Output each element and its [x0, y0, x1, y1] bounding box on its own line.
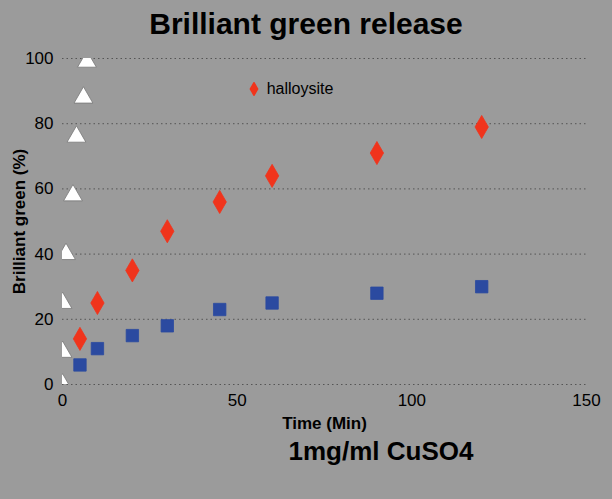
svg-text:100: 100 — [398, 391, 426, 410]
svg-text:Time (Min): Time (Min) — [282, 414, 367, 433]
svg-text:60: 60 — [35, 179, 54, 198]
svg-text:100: 100 — [25, 49, 53, 68]
svg-text:0: 0 — [58, 391, 67, 410]
svg-text:40: 40 — [35, 245, 54, 264]
svg-text:150: 150 — [572, 391, 600, 410]
svg-text:20: 20 — [35, 310, 54, 329]
html-text:1mg/ml CuSO4: 1mg/ml CuSO4 — [288, 436, 474, 466]
html-text:halloysite: halloysite — [266, 80, 334, 97]
svg-text:Brilliant green (%): Brilliant green (%) — [10, 149, 29, 294]
svg-text:0: 0 — [44, 375, 53, 394]
svg-text:50: 50 — [228, 391, 247, 410]
html-text:Brilliant green release: Brilliant green release — [149, 7, 463, 40]
svg-text:80: 80 — [35, 114, 54, 133]
